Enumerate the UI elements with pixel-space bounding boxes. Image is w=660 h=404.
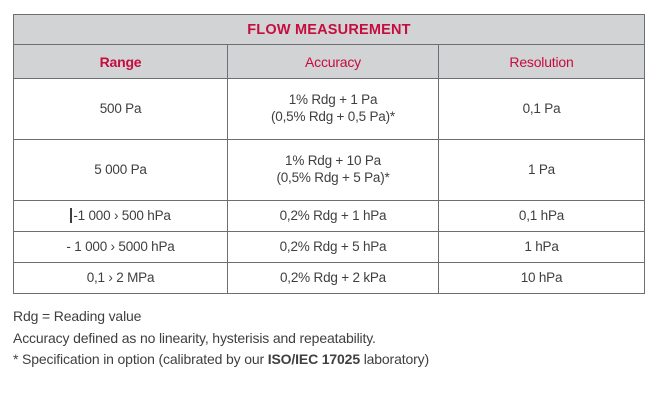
range-cell: 5 000 Pa — [13, 139, 228, 201]
resolution-cell: 0,1 hPa — [438, 200, 645, 232]
accuracy-cell: 1% Rdg + 1 Pa (0,5% Rdg + 0,5 Pa)* — [227, 78, 439, 140]
accuracy-line-1: 1% Rdg + 10 Pa — [285, 153, 381, 169]
accuracy-line-1: 1% Rdg + 1 Pa — [288, 92, 378, 108]
table-row: -1 000 › 500 hPa 0,2% Rdg + 1 hPa 0,1 hP… — [13, 200, 645, 232]
table-title: FLOW MEASUREMENT — [13, 14, 645, 45]
accuracy-cell: 0,2% Rdg + 5 hPa — [227, 231, 439, 263]
iso-standard-label: ISO/IEC 17025 — [267, 351, 360, 367]
flow-measurement-table: FLOW MEASUREMENT Range Accuracy Resoluti… — [13, 14, 645, 294]
accuracy-cell: 0,2% Rdg + 1 hPa — [227, 200, 439, 232]
range-cell: 500 Pa — [13, 78, 228, 140]
column-header-range: Range — [13, 44, 228, 79]
resolution-cell: 10 hPa — [438, 262, 645, 294]
footnote-accuracy-definition: Accuracy defined as no linearity, hyster… — [13, 329, 376, 346]
column-header-accuracy: Accuracy — [227, 44, 439, 79]
accuracy-line-2: (0,5% Rdg + 5 Pa)* — [276, 170, 390, 185]
accuracy-cell: 1% Rdg + 10 Pa (0,5% Rdg + 5 Pa)* — [227, 139, 439, 201]
footnote-rdg-definition: Rdg = Reading value — [13, 308, 142, 324]
range-cell: 0,1 › 2 MPa — [13, 262, 228, 294]
resolution-cell: 1 hPa — [438, 231, 645, 263]
column-header-row: Range Accuracy Resolution — [13, 44, 645, 79]
footnotes: Rdg = Reading value Accuracy defined as … — [13, 306, 429, 371]
footnote-specification-option: * Specification in option (calibrated by… — [13, 349, 429, 371]
range-cell: -1 000 › 500 hPa — [13, 200, 228, 232]
resolution-cell: 0,1 Pa — [438, 78, 645, 140]
accuracy-line-2: (0,5% Rdg + 0,5 Pa)* — [271, 109, 395, 124]
text-cursor-artifact — [70, 207, 73, 223]
range-cell: - 1 000 › 5000 hPa — [13, 231, 228, 263]
range-text: -1 000 › 500 hPa — [73, 207, 171, 223]
footnote-suffix: laboratory) — [359, 351, 429, 367]
footnote-prefix: * Specification in option (calibrated by… — [13, 351, 268, 367]
table-row: - 1 000 › 5000 hPa 0,2% Rdg + 5 hPa 1 hP… — [13, 231, 645, 263]
table-row: 500 Pa 1% Rdg + 1 Pa (0,5% Rdg + 0,5 Pa)… — [13, 78, 645, 140]
table-row: 5 000 Pa 1% Rdg + 10 Pa (0,5% Rdg + 5 Pa… — [13, 139, 645, 201]
resolution-cell: 1 Pa — [438, 139, 645, 201]
column-header-resolution: Resolution — [438, 44, 645, 79]
table-title-row: FLOW MEASUREMENT — [13, 14, 645, 45]
accuracy-cell: 0,2% Rdg + 2 kPa — [227, 262, 439, 294]
table-row: 0,1 › 2 MPa 0,2% Rdg + 2 kPa 10 hPa — [13, 262, 645, 294]
